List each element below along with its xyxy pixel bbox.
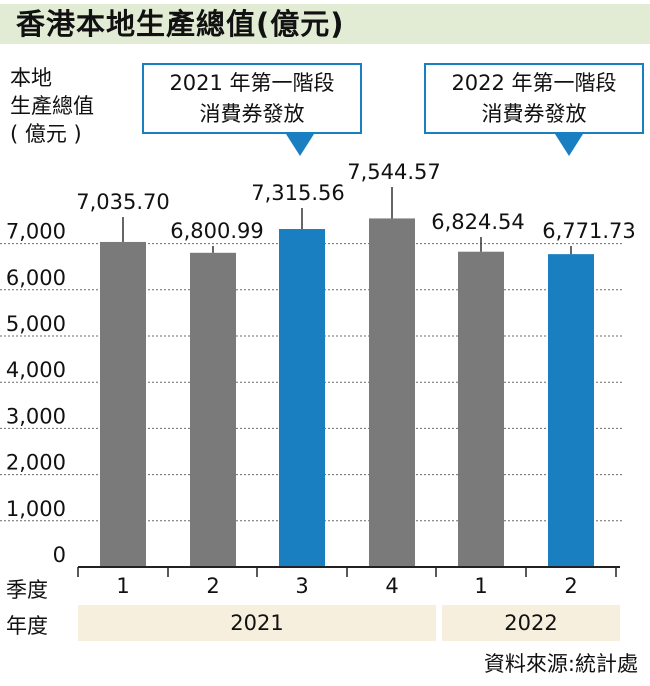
category-label-1: 1	[116, 574, 130, 598]
year-row-label: 年度	[6, 614, 48, 638]
value-label-3: 7,315.56	[251, 181, 345, 205]
category-label-5: 1	[474, 574, 488, 598]
callout-2021-arrow	[286, 134, 314, 156]
category-label-2: 2	[206, 574, 220, 598]
y-tick-label-1000: 1,000	[6, 497, 66, 521]
bar-1	[100, 241, 146, 567]
bar-4	[369, 218, 415, 568]
source-note: 資料來源:統計處	[483, 652, 638, 676]
year-band-2022: 2022	[442, 605, 620, 641]
bar-3	[279, 229, 325, 568]
callout-2022: 2022 年第一階段 消費券發放	[424, 63, 644, 134]
bar-6	[548, 254, 594, 568]
bar-5	[458, 251, 504, 568]
y-tick-label-7000: 7,000	[6, 220, 66, 244]
value-label-5: 6,824.54	[431, 210, 525, 234]
callout-2021-line1: 2021 年第一階段	[169, 71, 335, 95]
callout-2022-arrow	[555, 134, 583, 156]
year-band-2021: 2021	[78, 605, 436, 641]
title-band	[0, 4, 650, 44]
callout-2022-line1: 2022 年第一階段	[451, 71, 617, 95]
category-label-6: 2	[564, 574, 578, 598]
value-label-1: 7,035.70	[76, 190, 170, 214]
y-tick-label-0: 0	[53, 543, 66, 567]
y-tick-label-6000: 6,000	[6, 266, 66, 290]
category-label-4: 4	[385, 574, 399, 598]
y-tick-label-3000: 3,000	[6, 404, 66, 428]
y-tick-label-2000: 2,000	[6, 451, 66, 475]
y-tick-label-4000: 4,000	[6, 358, 66, 382]
callout-2021-line2: 消費券發放	[199, 102, 305, 126]
value-label-6: 6,771.73	[542, 219, 636, 243]
category-label-3: 3	[295, 574, 309, 598]
chart-title: 香港本地生產總值(億元)	[16, 7, 345, 41]
quarter-row-label: 季度	[6, 578, 48, 602]
bar-2	[190, 252, 236, 568]
value-label-4: 7,544.57	[347, 160, 441, 184]
value-label-2: 6,800.99	[170, 219, 264, 243]
y-axis-label: 本地 生產總值 ( 億元 )	[10, 66, 94, 146]
y-tick-label-5000: 5,000	[6, 312, 66, 336]
callout-2022-line2: 消費券發放	[481, 102, 587, 126]
callout-2021: 2021 年第一階段 消費券發放	[142, 63, 362, 134]
